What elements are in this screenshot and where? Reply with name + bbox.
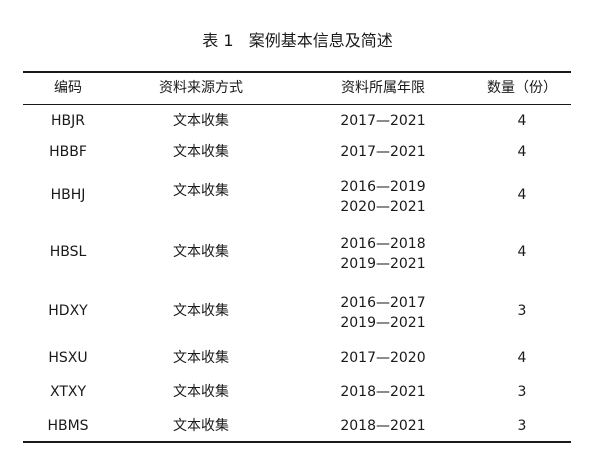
cell-method: 文本收集 [173, 144, 229, 160]
table-caption: 表 1 案例基本信息及简述 [202, 31, 393, 50]
cell-count: 4 [517, 244, 527, 260]
cell-code: HSXU [48, 350, 88, 366]
cell-method: 文本收集 [173, 244, 229, 260]
cell-method: 文本收集 [173, 303, 229, 319]
year-range: 2016—2018 [340, 236, 426, 252]
cell-method: 文本收集 [173, 183, 229, 199]
cell-years: 2016—2018 2019—2021 [313, 234, 453, 274]
cell-years: 2016—2019 2020—2021 [313, 177, 453, 217]
cell-method: 文本收集 [173, 384, 229, 400]
cell-code: HBMS [47, 418, 89, 434]
year-range: 2018—2021 [340, 418, 426, 434]
cell-count: 4 [517, 350, 527, 366]
cell-code: HBSL [49, 244, 87, 260]
cell-years: 2017—2021 [313, 142, 453, 162]
cell-method: 文本收集 [173, 350, 229, 366]
table-top-rule [23, 71, 571, 73]
cell-code: HBJR [51, 113, 85, 129]
cell-count: 4 [517, 187, 527, 203]
cell-count: 4 [517, 144, 527, 160]
year-range: 2016—2019 [340, 179, 426, 195]
table-header-rule [23, 104, 571, 105]
cell-code: HBHJ [50, 187, 86, 203]
cell-years: 2017—2021 [313, 111, 453, 131]
cell-count: 4 [517, 113, 527, 129]
year-range: 2017—2021 [340, 144, 426, 160]
year-range: 2017—2020 [340, 350, 426, 366]
year-range: 2018—2021 [340, 384, 426, 400]
cell-count: 3 [517, 384, 527, 400]
year-range: 2020—2021 [340, 199, 426, 215]
cell-code: XTXY [49, 384, 87, 400]
cell-code: HBBF [49, 144, 87, 160]
header-source-method: 资料来源方式 [159, 80, 243, 96]
year-range: 2017—2021 [340, 113, 426, 129]
year-range: 2016—2017 [340, 295, 426, 311]
cell-method: 文本收集 [173, 418, 229, 434]
header-years: 资料所属年限 [341, 80, 425, 96]
year-range: 2019—2021 [340, 256, 426, 272]
cell-count: 3 [517, 418, 527, 434]
cell-method: 文本收集 [173, 113, 229, 129]
cell-count: 3 [517, 303, 527, 319]
table-bottom-rule [23, 441, 571, 443]
cell-years: 2018—2021 [313, 382, 453, 402]
cell-years: 2018—2021 [313, 416, 453, 436]
cell-years: 2017—2020 [313, 348, 453, 368]
cell-years: 2016—2017 2019—2021 [313, 293, 453, 333]
header-count: 数量（份） [487, 80, 557, 96]
cell-code: HDXY [48, 303, 88, 319]
header-code: 编码 [54, 80, 82, 96]
year-range: 2019—2021 [340, 315, 426, 331]
